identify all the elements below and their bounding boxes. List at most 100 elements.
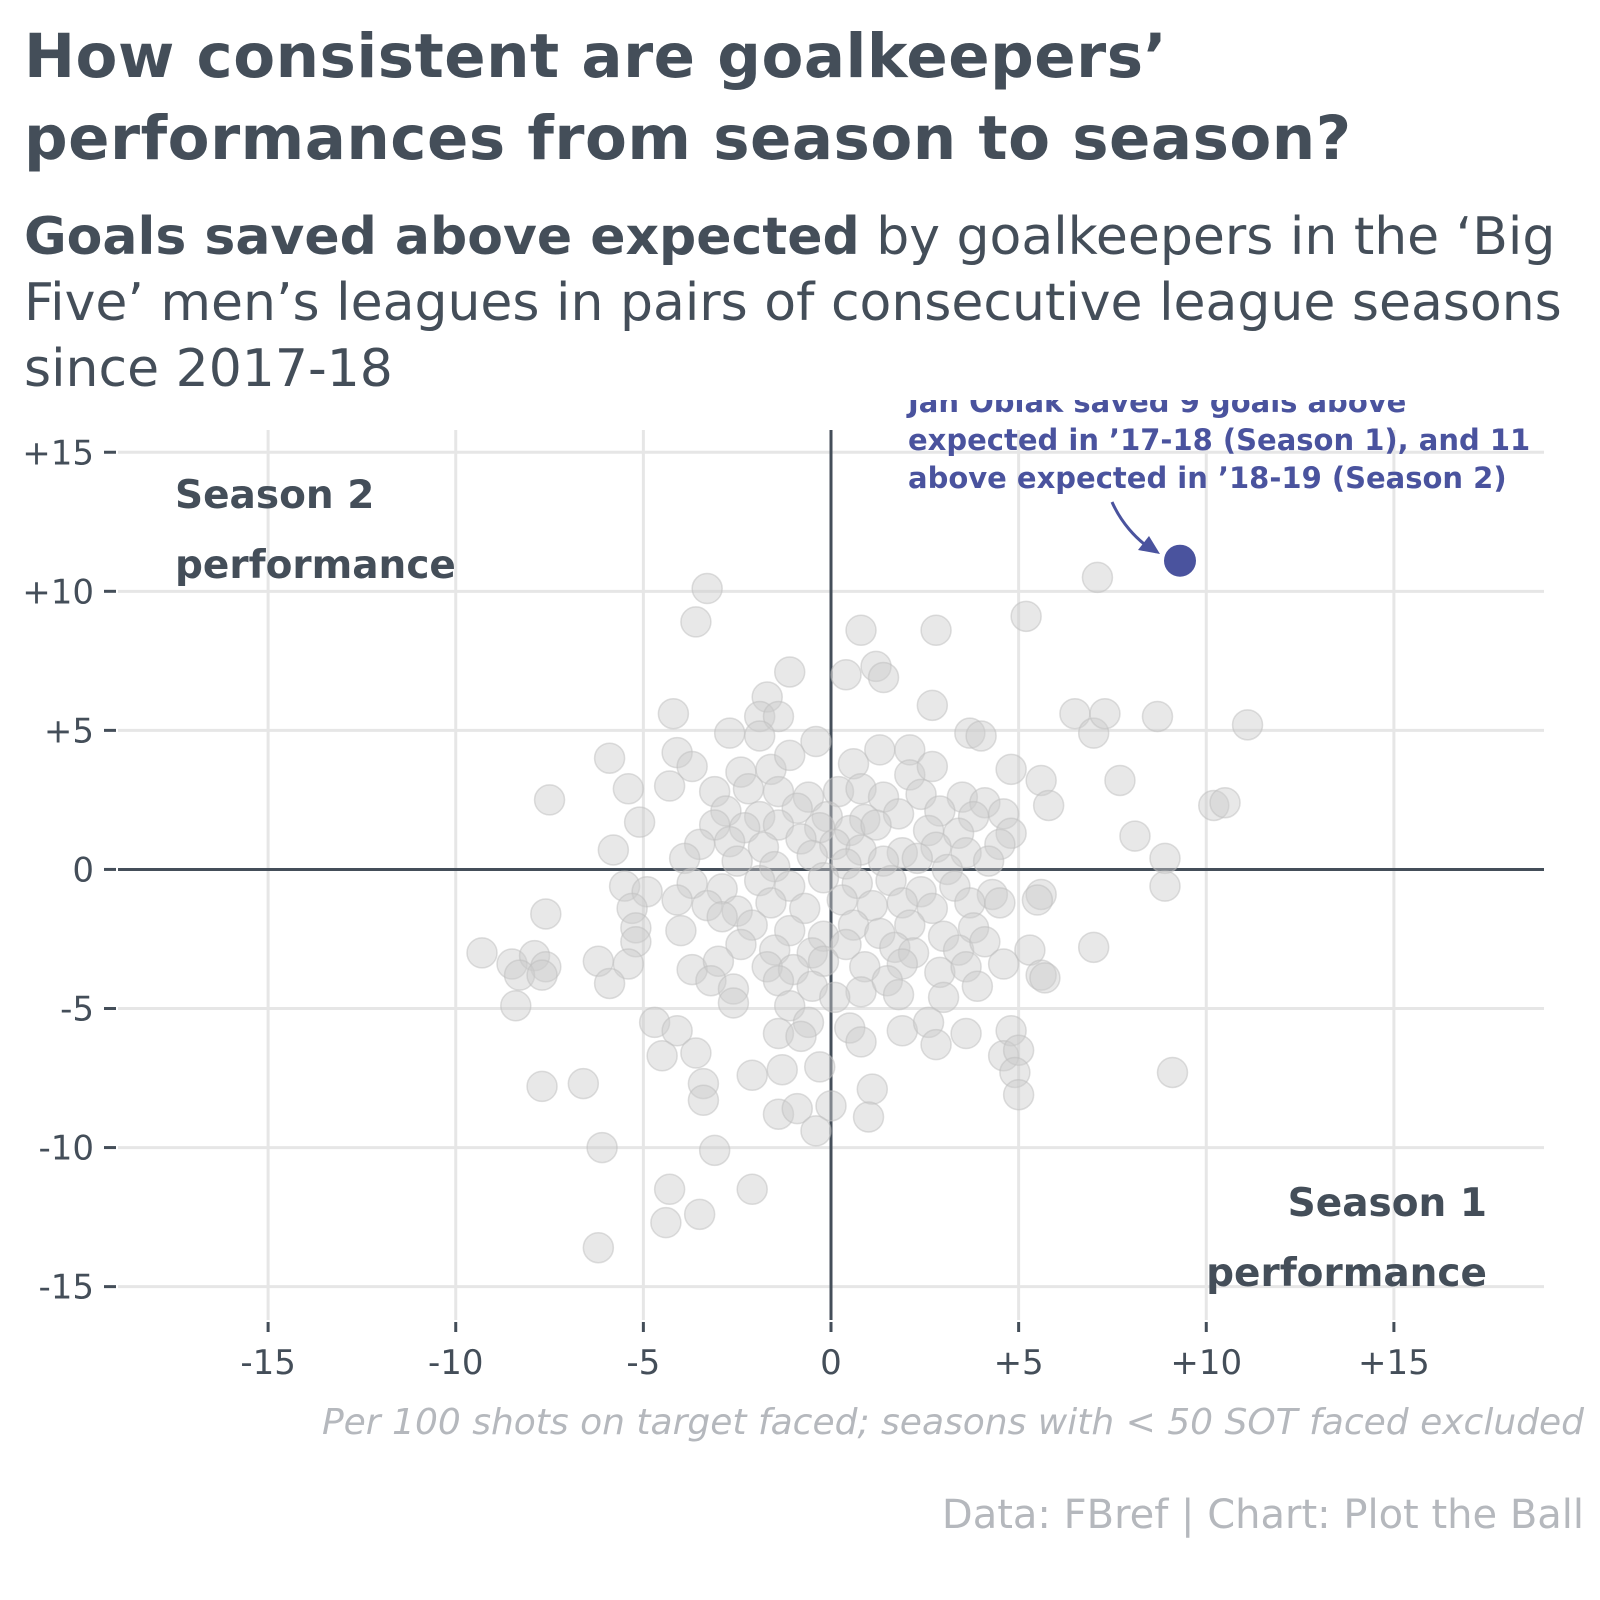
data-point: [702, 945, 735, 977]
data-point: [984, 887, 1016, 919]
chart-title: How consistent are goalkeepers’ performa…: [24, 21, 1352, 174]
data-point: [530, 951, 562, 983]
data-point: [852, 1101, 885, 1133]
data-point: [1156, 1056, 1189, 1089]
data-point: [773, 739, 806, 772]
data-point: [530, 898, 562, 930]
data-point: [1002, 1078, 1035, 1111]
chart-source: Data: FBref | Chart: Plot the Ball: [941, 1492, 1584, 1538]
data-point: [1149, 870, 1181, 902]
data-point: [620, 912, 652, 944]
data-point: [680, 606, 712, 638]
data-point: [706, 900, 738, 933]
data-point: [807, 862, 840, 894]
quadrant-labels: Season 2 performance Season 1 performance: [175, 473, 1487, 1296]
data-point: [762, 1098, 795, 1130]
data-point: [965, 720, 997, 752]
data-point: [698, 775, 731, 808]
data-point: [687, 1067, 720, 1100]
data-points: [466, 561, 1264, 1264]
data-point: [758, 934, 791, 966]
y-tick-label: -15: [38, 1268, 94, 1308]
data-point: [984, 828, 1016, 861]
data-point: [916, 750, 949, 783]
data-point: [668, 842, 701, 875]
x-tick-label: -5: [626, 1343, 660, 1383]
data-point: [954, 717, 986, 749]
data-point: [1089, 697, 1121, 730]
data-point: [837, 748, 870, 780]
annotation-text: Jan Oblak saved 9 goals above: [906, 400, 1406, 419]
data-point: [466, 937, 498, 969]
data-point: [1149, 842, 1181, 875]
y-tick-label: -5: [60, 990, 94, 1030]
data-point: [785, 823, 817, 855]
data-point: [698, 1134, 731, 1167]
data-point: [680, 1037, 712, 1069]
data-point: [916, 892, 949, 925]
data-point: [646, 1040, 678, 1072]
subtitle-text: by goalkeepers in the ‘Big Five’ men’s l…: [24, 207, 1562, 399]
data-point: [803, 1051, 836, 1083]
data-point: [717, 987, 750, 1019]
data-point: [860, 809, 892, 841]
data-point: [650, 1206, 682, 1239]
data-point: [1032, 789, 1065, 822]
highlight-point: [1163, 544, 1196, 577]
data-point: [856, 1073, 889, 1105]
data-point: [755, 887, 787, 919]
data-point: [1081, 561, 1114, 594]
data-point: [533, 784, 566, 816]
data-point: [792, 1006, 825, 1039]
data-point: [882, 978, 915, 1011]
data-point: [687, 1084, 720, 1117]
y-tick-label: 0: [72, 850, 94, 890]
x-tick-label: -10: [428, 1343, 484, 1383]
data-point: [942, 817, 975, 850]
data-point: [916, 689, 949, 722]
data-point: [815, 1090, 847, 1122]
data-point: [653, 1173, 686, 1206]
data-point: [924, 795, 956, 827]
data-point: [736, 1173, 768, 1206]
data-point: [593, 967, 626, 1000]
data-point: [867, 845, 900, 877]
x-axis-label: Season 1: [1288, 1181, 1487, 1226]
data-point: [1025, 878, 1057, 911]
zero-axes: [118, 430, 1544, 1320]
data-point: [612, 773, 645, 805]
data-point: [616, 892, 648, 925]
data-point: [676, 750, 708, 783]
data-point: [736, 909, 768, 941]
data-point: [661, 884, 693, 916]
data-point: [713, 717, 746, 749]
data-point: [931, 853, 964, 886]
data-point: [845, 614, 877, 646]
annotation-text: above expected in ’18-19 (Season 2): [908, 461, 1507, 495]
data-point: [837, 909, 870, 941]
data-point: [725, 928, 757, 961]
data-point: [800, 725, 832, 758]
data-point: [567, 1067, 600, 1100]
data-point: [969, 926, 1001, 958]
data-point: [995, 753, 1027, 786]
y-axis-label: Season 2: [175, 473, 374, 518]
data-point: [920, 1028, 952, 1061]
scatter-plot: -15 -10 -5 0 +5 +10 +15 +15 +10 +5 0 -5 -10 -15 Seaso…: [22, 400, 1544, 1383]
data-point: [830, 659, 862, 691]
data-point: [830, 928, 862, 961]
data-point: [972, 845, 1005, 877]
data-point: [897, 937, 930, 969]
data-point: [924, 956, 956, 989]
data-point: [732, 773, 765, 805]
data-point: [1119, 820, 1151, 852]
x-tick-label: +10: [1170, 1343, 1242, 1383]
data-point: [743, 720, 776, 752]
data-point: [1209, 786, 1241, 819]
data-point: [950, 1017, 982, 1050]
data-point: [661, 1015, 693, 1047]
y-tick-label: +15: [22, 433, 94, 473]
data-point: [747, 831, 780, 863]
highlight-annotation: Jan Oblak saved 9 goals above expected in…: [906, 400, 1530, 577]
data-point: [950, 951, 982, 983]
